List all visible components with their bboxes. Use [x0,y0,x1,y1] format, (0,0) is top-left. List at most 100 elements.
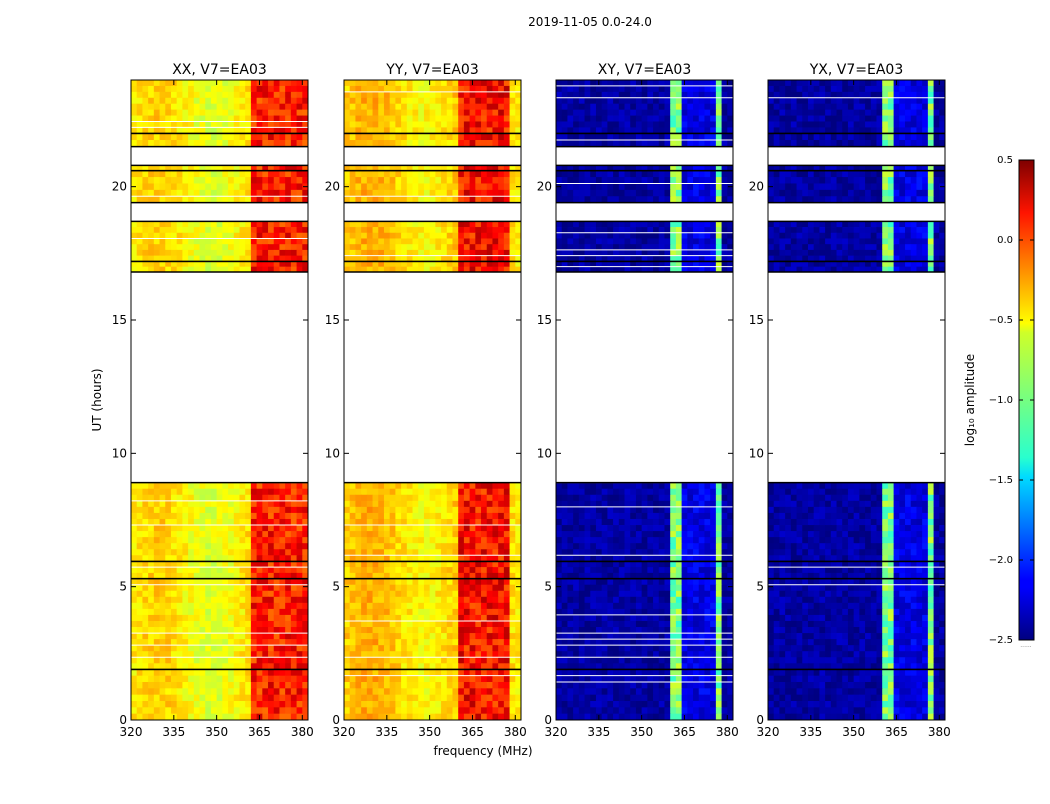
heatmap-cell [367,110,373,116]
heatmap-cell [148,701,154,708]
heatmap-cell [194,621,200,627]
heatmap-cell [239,483,245,489]
heatmap-cell [475,645,481,651]
heatmap-cell [251,633,257,639]
heatmap-cell [430,92,436,98]
heatmap-cell [430,531,436,537]
heatmap-cell [625,639,631,645]
heatmap-cell [424,233,430,239]
heatmap-cell [239,543,245,549]
heatmap-cell [182,585,188,591]
heatmap-cell [510,688,516,695]
heatmap-cell [498,261,504,267]
heatmap-cell [642,651,648,657]
heatmap-cell [228,695,234,702]
heatmap-cell [211,250,217,256]
heatmap-cell [590,567,596,573]
heatmap-cell [137,501,143,507]
heatmap-cell [234,238,240,244]
heatmap-cell [361,591,367,597]
heatmap-cell [160,549,166,555]
heatmap-cell [562,585,568,591]
heatmap-cell [245,585,251,591]
heatmap-cell [716,579,722,585]
heatmap-cell [378,627,384,633]
heatmap-cell [447,233,453,239]
heatmap-cell [390,603,396,609]
heatmap-cell [274,183,280,190]
heatmap-cell [279,627,285,633]
heatmap-cell [350,639,356,645]
heatmap-cell [257,707,263,714]
heatmap-cell [188,489,194,495]
heatmap-cell [504,543,510,549]
heatmap-cell [710,688,716,695]
heatmap-cell [355,657,361,663]
heatmap-cell [390,657,396,663]
heatmap-cell [350,519,356,525]
heatmap-cell [222,261,228,267]
heatmap-cell [291,116,297,122]
heatmap-cell [171,639,177,645]
heatmap-cell [239,676,245,683]
heatmap-cell [418,651,424,657]
heatmap-cell [142,221,148,227]
heatmap-cell [205,688,211,695]
heatmap-cell [585,633,591,639]
heatmap-cell [160,221,166,227]
heatmap-cell [395,701,401,708]
heatmap-cell [137,543,143,549]
heatmap-cell [131,238,137,244]
heatmap-cell [165,597,171,603]
heatmap-cell [481,645,487,651]
heatmap-cell [481,227,487,233]
heatmap-cell [148,585,154,591]
heatmap-cell [475,80,481,86]
heatmap-cell [350,621,356,627]
heatmap-cell [245,86,251,92]
heatmap-cell [171,261,177,267]
heatmap-cell [607,621,613,627]
heatmap-cell [378,701,384,708]
heatmap-cell [413,261,419,267]
heatmap-cell [670,567,676,573]
heatmap-cell [205,121,211,127]
heatmap-cell [424,86,430,92]
heatmap-cell [182,609,188,615]
heatmap-cell [182,525,188,531]
heatmap-cell [475,227,481,233]
heatmap-cell [268,682,274,689]
heatmap-cell [384,513,390,519]
heatmap-cell [228,707,234,714]
heatmap-cell [585,695,591,702]
heatmap-cell [344,110,350,116]
heatmap-cell [350,244,356,250]
heatmap-cell [217,250,223,256]
heatmap-cell [200,615,206,621]
heatmap-cell [148,688,154,695]
heatmap-cell [458,190,464,197]
heatmap-cell [498,645,504,651]
heatmap-cell [395,597,401,603]
heatmap-cell [285,177,291,184]
heatmap-cell [234,561,240,567]
heatmap-cell [142,495,148,501]
heatmap-cell [217,531,223,537]
heatmap-cell [567,585,573,591]
heatmap-cell [373,707,379,714]
heatmap-cell [441,227,447,233]
heatmap-cell [234,121,240,127]
heatmap-cell [487,531,493,537]
heatmap-cell [165,519,171,525]
heatmap-cell [504,695,510,702]
heatmap-cell [211,501,217,507]
heatmap-cell [435,190,441,197]
heatmap-cell [177,695,183,702]
heatmap-cell [458,227,464,233]
heatmap-cell [137,495,143,501]
heatmap-cell [245,531,251,537]
heatmap-cell [430,519,436,525]
heatmap-cell [481,695,487,702]
heatmap-cell [194,183,200,190]
heatmap-cell [165,221,171,227]
